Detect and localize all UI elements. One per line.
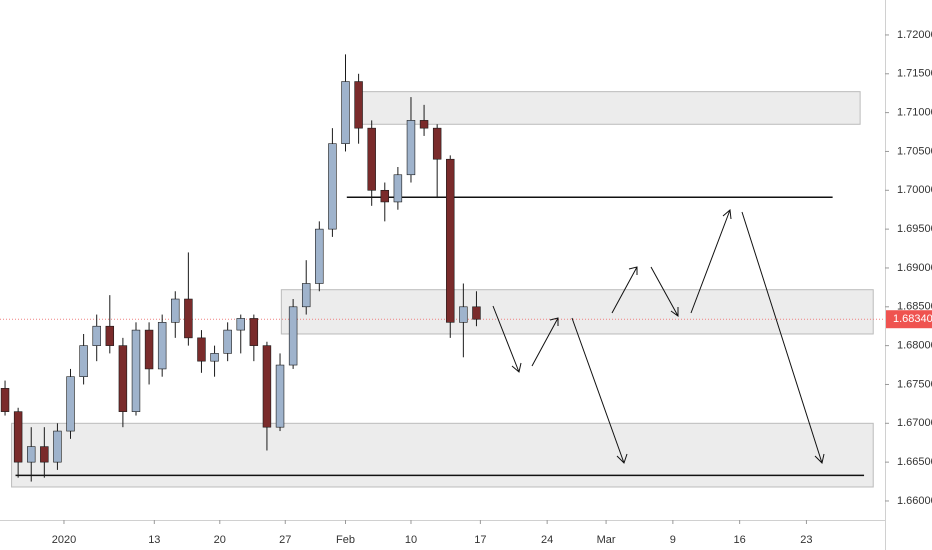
projection-arrows (492, 209, 825, 464)
candle-body (236, 318, 245, 331)
x-tick-label: 24 (541, 534, 553, 546)
candle-body (40, 446, 49, 463)
candle-body (249, 318, 259, 346)
y-tick-label: 1.66500 (897, 456, 932, 468)
arrow (611, 266, 638, 314)
x-tick-label: Feb (336, 534, 355, 546)
y-tick-label: 1.71000 (897, 107, 932, 119)
candle-body (0, 388, 10, 412)
arrow (531, 317, 559, 367)
y-tick-label: 1.68500 (897, 301, 932, 313)
candle-body (275, 364, 285, 428)
candle-body (223, 329, 232, 354)
candle-body (380, 189, 390, 203)
candle-body (171, 298, 180, 323)
arrow (492, 305, 522, 373)
candle-body (66, 376, 75, 432)
candle-body (105, 325, 115, 346)
candle-body (315, 228, 324, 284)
candle-body (472, 306, 481, 320)
x-tick-label: 13 (148, 534, 160, 546)
arrow (650, 266, 679, 317)
x-tick-label: 17 (474, 534, 486, 546)
candle-body (354, 81, 363, 129)
zone (11, 422, 874, 488)
candle-body (210, 353, 219, 362)
candle-body (184, 298, 193, 339)
x-tick-label: 10 (405, 534, 417, 546)
candle-body (197, 337, 206, 362)
arrow (690, 209, 732, 314)
candle-body (131, 329, 141, 412)
candle-body (157, 322, 167, 370)
candle-body (393, 174, 403, 203)
last-price-badge (886, 310, 932, 329)
candle-body (79, 345, 88, 377)
candle-body (288, 306, 298, 366)
candle-body (144, 329, 154, 370)
candle-body (262, 345, 272, 428)
x-tick-label: 2020 (52, 534, 76, 546)
x-tick-label: 23 (800, 534, 812, 546)
candle-body (13, 411, 23, 463)
arrow (741, 211, 825, 464)
candle-body (406, 120, 416, 176)
y-tick-label: 1.67500 (897, 378, 932, 390)
x-tick-label: 9 (670, 534, 676, 546)
arrow (571, 317, 628, 464)
y-tick-label: 1.70500 (897, 145, 932, 157)
zone (280, 289, 874, 335)
y-tick-label: 1.68000 (897, 340, 932, 352)
candle-body (53, 430, 62, 463)
candle-body (328, 143, 337, 230)
y-tick-label: 1.72000 (897, 29, 932, 41)
candle-body (341, 81, 350, 144)
candle-body (92, 325, 101, 346)
candle-body (367, 127, 376, 191)
zone (360, 91, 861, 125)
x-tick-label: 20 (214, 534, 226, 546)
candle-body (301, 283, 311, 308)
candle-body (432, 127, 442, 160)
candle-body (419, 120, 429, 129)
y-tick-label: 1.70000 (897, 184, 932, 196)
x-tick-label: 16 (734, 534, 746, 546)
y-tick-label: 1.69500 (897, 223, 932, 235)
x-tick-label: 27 (279, 534, 291, 546)
y-tick-label: 1.71500 (897, 68, 932, 80)
x-tick-label: Mar (597, 534, 616, 546)
y-tick-label: 1.69000 (897, 262, 932, 274)
candle-body (27, 446, 36, 463)
candle-body (459, 306, 468, 323)
y-tick-label: 1.66000 (897, 495, 932, 507)
y-tick-label: 1.67000 (897, 417, 932, 429)
last-price-label: 1.68340 (893, 313, 932, 325)
candle-body (446, 158, 455, 323)
candle-body (118, 345, 128, 412)
